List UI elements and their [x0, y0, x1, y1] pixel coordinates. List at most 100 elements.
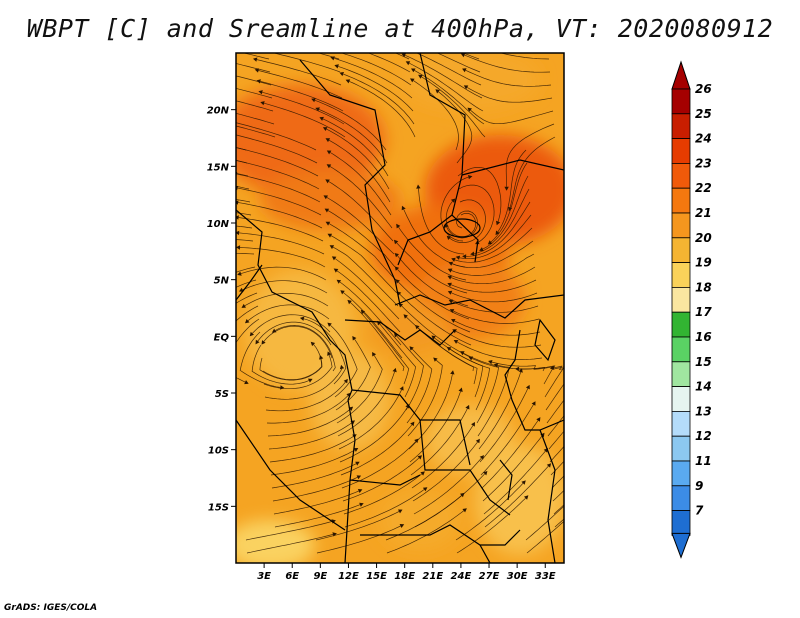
- streamline: [236, 279, 257, 288]
- map-frame: [235, 52, 565, 564]
- streamline-arrow: [518, 368, 523, 373]
- streamline: [244, 293, 329, 307]
- streamline: [397, 255, 469, 307]
- colorbar-swatch: [671, 162, 691, 189]
- streamline-arrow: [411, 68, 416, 73]
- streamline-arrow: [393, 239, 399, 245]
- streamline: [318, 109, 388, 164]
- streamline-arrow: [458, 387, 463, 392]
- colorbar-swatch: [671, 435, 691, 462]
- streamline-arrow: [398, 509, 403, 514]
- streamline-arrow: [463, 85, 469, 90]
- streamline-arrow: [475, 438, 480, 444]
- streamline: [343, 473, 423, 515]
- streamline: [436, 53, 481, 73]
- streamline-arrow: [546, 463, 552, 468]
- streamline: [454, 320, 541, 336]
- streamline: [398, 226, 467, 281]
- streamline-arrow: [299, 316, 305, 321]
- colorbar-label: 17: [695, 305, 712, 319]
- streamline-arrow: [249, 331, 254, 337]
- streamline: [525, 505, 564, 541]
- streamline-arrow: [410, 421, 415, 427]
- streamline-arrow: [614, 425, 619, 429]
- streamline: [247, 304, 330, 321]
- streamline: [245, 521, 333, 541]
- streamline-arrow: [536, 417, 541, 422]
- streamline: [239, 247, 326, 268]
- streamline-arrow: [549, 365, 555, 370]
- streamline-arrow: [329, 245, 335, 250]
- streamline-arrow: [343, 378, 348, 384]
- streamline: [315, 511, 400, 541]
- streamline: [336, 355, 383, 424]
- streamline: [272, 476, 358, 502]
- country-borders: [236, 53, 564, 563]
- streamline-arrow: [161, 235, 165, 239]
- streamline-arrow: [483, 471, 488, 476]
- streamline-arrow: [230, 132, 234, 136]
- streamline: [449, 199, 486, 243]
- streamline: [482, 435, 543, 502]
- streamline: [505, 123, 555, 187]
- lon-tick-label: 9E: [313, 571, 327, 582]
- streamline: [481, 420, 539, 489]
- streamline-arrow: [460, 39, 465, 43]
- streamline: [480, 404, 534, 476]
- lat-tick-label: 15S: [208, 502, 229, 513]
- streamline-arrow: [339, 364, 345, 370]
- streamline: [258, 70, 343, 99]
- streamline-arrow: [308, 378, 313, 383]
- streamline: [238, 202, 323, 229]
- streamline-arrow: [462, 68, 467, 73]
- streamline: [344, 489, 425, 528]
- streamline: [450, 266, 536, 285]
- streamline: [334, 258, 400, 320]
- colorbar-label: 18: [695, 280, 712, 294]
- streamline-arrow: [433, 357, 438, 362]
- streamline: [405, 54, 483, 99]
- streamline: [471, 358, 500, 424]
- streamline: [412, 441, 478, 502]
- colorbar-label: 21: [695, 206, 712, 220]
- streamline: [262, 91, 345, 125]
- streamline: [545, 365, 564, 411]
- streamline: [466, 201, 531, 257]
- streamline-arrow: [310, 341, 316, 347]
- streamline-arrow: [462, 508, 467, 513]
- streamline: [236, 160, 320, 190]
- colorbar-swatch: [671, 361, 691, 387]
- colorbar-swatch: [671, 262, 691, 288]
- streamline: [334, 57, 413, 99]
- streamline: [236, 266, 256, 273]
- streamline: [236, 75, 272, 86]
- streamline: [316, 525, 401, 554]
- streamline: [338, 66, 414, 112]
- streamline: [236, 125, 276, 138]
- streamline: [328, 223, 397, 281]
- streamline-arrow: [334, 64, 339, 69]
- streamline-arrow: [493, 363, 499, 368]
- streamline-arrow: [450, 198, 456, 203]
- streamline-arrow: [451, 319, 456, 323]
- streamline-arrow: [340, 290, 345, 295]
- streamline-arrow: [170, 298, 175, 302]
- streamline: [546, 399, 564, 424]
- streamline: [236, 292, 258, 304]
- streamline-arrow: [396, 223, 401, 229]
- streamline: [337, 371, 395, 437]
- streamline: [240, 266, 327, 281]
- streamline: [238, 217, 324, 242]
- streamline: [470, 109, 554, 125]
- streamline: [259, 357, 323, 381]
- streamline: [260, 81, 344, 112]
- colorbar-swatch: [671, 88, 691, 115]
- streamline-arrow: [158, 158, 162, 162]
- streamline-arrow: [184, 87, 188, 91]
- colorbar-label: 24: [695, 132, 712, 146]
- lon-tick-label: 3E: [257, 571, 271, 582]
- streamline: [271, 463, 357, 489]
- streamline-arrow: [311, 98, 316, 103]
- footer-credit: GrADS: IGES/COLA: [4, 603, 98, 613]
- lat-tick-label: 10N: [207, 219, 230, 230]
